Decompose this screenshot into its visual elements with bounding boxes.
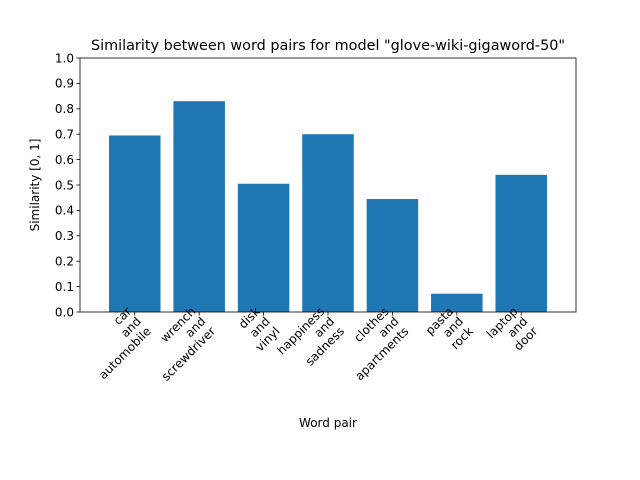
y-tick-label: 0.9 bbox=[55, 77, 74, 91]
y-tick-label: 0.0 bbox=[55, 305, 74, 319]
y-tick-label: 0.8 bbox=[55, 102, 74, 116]
x-axis-label: Word pair bbox=[299, 416, 357, 430]
y-tick-label: 0.4 bbox=[55, 204, 74, 218]
y-tick-label: 1.0 bbox=[55, 51, 74, 65]
bar bbox=[237, 183, 290, 312]
bar bbox=[302, 134, 354, 312]
bar bbox=[108, 135, 161, 312]
bar bbox=[366, 198, 419, 312]
bar bbox=[495, 174, 548, 312]
bar bbox=[173, 101, 225, 313]
y-axis: 0.0 0.1 0.2 0.3 0.4 0.5 0.6 0.7 0.8 0.9 1.0 bbox=[55, 51, 80, 319]
y-tick-label: 0.5 bbox=[55, 178, 74, 192]
bars-group bbox=[108, 101, 548, 313]
y-tick-label: 0.1 bbox=[55, 280, 74, 294]
y-tick-label: 0.6 bbox=[55, 153, 74, 167]
chart-title: Similarity between word pairs for model … bbox=[91, 38, 565, 54]
y-tick-label: 0.3 bbox=[55, 229, 74, 243]
bar bbox=[431, 293, 483, 312]
y-axis-label: Similarity [0, 1] bbox=[28, 139, 42, 232]
y-tick-label: 0.2 bbox=[55, 255, 74, 269]
y-tick-label: 0.7 bbox=[55, 128, 74, 142]
plot-frame bbox=[79, 57, 577, 313]
